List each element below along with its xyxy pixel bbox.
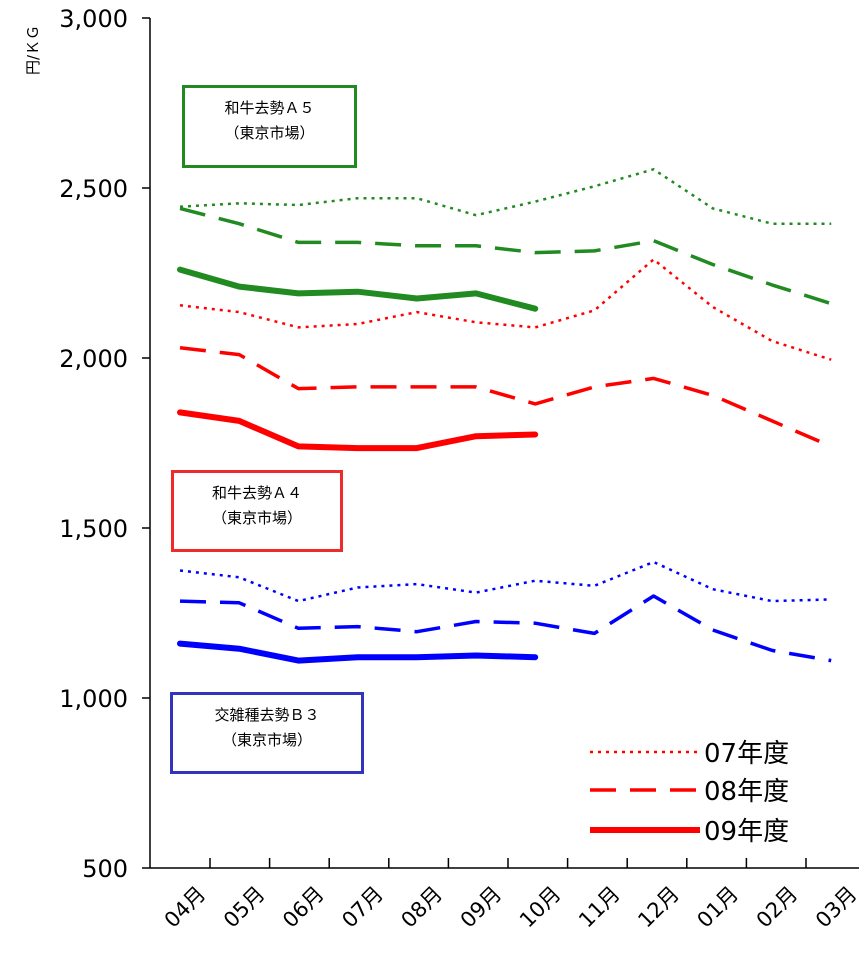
x-tick-label: 08月 <box>396 882 447 933</box>
y-tick-label: 3,000 <box>59 5 128 33</box>
x-tick-label: 11月 <box>574 882 625 933</box>
series-line-dotted <box>179 258 832 361</box>
series-line-dashed <box>179 346 832 449</box>
series-line-dotted <box>179 168 832 225</box>
label-a4-line2: （東京市場） <box>211 509 302 527</box>
legend-label: 09年度 <box>704 817 789 847</box>
x-tick-label: 09月 <box>456 882 507 933</box>
y-ticks: 3,000 2,500 2,000 1,500 1,000 500 <box>59 5 150 883</box>
label-box-b3: 交雑種去勢Ｂ３ （東京市場） <box>170 692 364 774</box>
series-line-solid <box>177 266 539 312</box>
series-line-dashed <box>179 206 832 306</box>
y-tick-label: 500 <box>82 855 128 883</box>
label-box-a5: 和牛去勢Ａ５ （東京市場） <box>182 85 357 168</box>
series-line-solid <box>177 409 539 452</box>
x-ticks: 04月 05月 06月 07月 08月 09月 10月 11月 12月 01月 02月 03月 <box>160 858 859 932</box>
y-tick-label: 2,500 <box>59 175 128 203</box>
y-tick-label: 1,000 <box>59 685 128 713</box>
label-a5-line2: （東京市場） <box>224 124 315 142</box>
x-tick-label: 12月 <box>633 882 684 933</box>
x-tick-label: 01月 <box>692 882 743 933</box>
series-layer <box>177 168 832 664</box>
x-tick-label: 03月 <box>811 882 859 933</box>
x-tick-label: 02月 <box>752 882 803 933</box>
label-b3-line1: 交雑種去勢Ｂ３ <box>214 706 320 724</box>
legend: 07年度 08年度 09年度 <box>590 739 789 847</box>
legend-label: 08年度 <box>704 777 789 807</box>
label-box-a4: 和牛去勢Ａ４ （東京市場） <box>171 470 343 552</box>
x-tick-label: 06月 <box>278 882 329 933</box>
y-tick-label: 1,500 <box>59 515 128 543</box>
x-tick-label: 07月 <box>337 882 388 933</box>
x-tick-label: 10月 <box>515 882 566 933</box>
legend-label: 07年度 <box>704 739 789 769</box>
label-b3-line2: （東京市場） <box>221 731 312 749</box>
label-a4-line1: 和牛去勢Ａ４ <box>211 484 302 502</box>
series-line-solid <box>177 640 539 664</box>
series-line-dashed <box>179 594 832 663</box>
y-tick-label: 2,000 <box>59 345 128 373</box>
series-line-dotted <box>179 560 832 603</box>
label-a5-line1: 和牛去勢Ａ５ <box>224 99 315 117</box>
x-tick-label: 04月 <box>160 882 211 933</box>
x-tick-label: 05月 <box>219 882 270 933</box>
y-axis-unit-label: 円/ＫＧ <box>24 25 42 75</box>
